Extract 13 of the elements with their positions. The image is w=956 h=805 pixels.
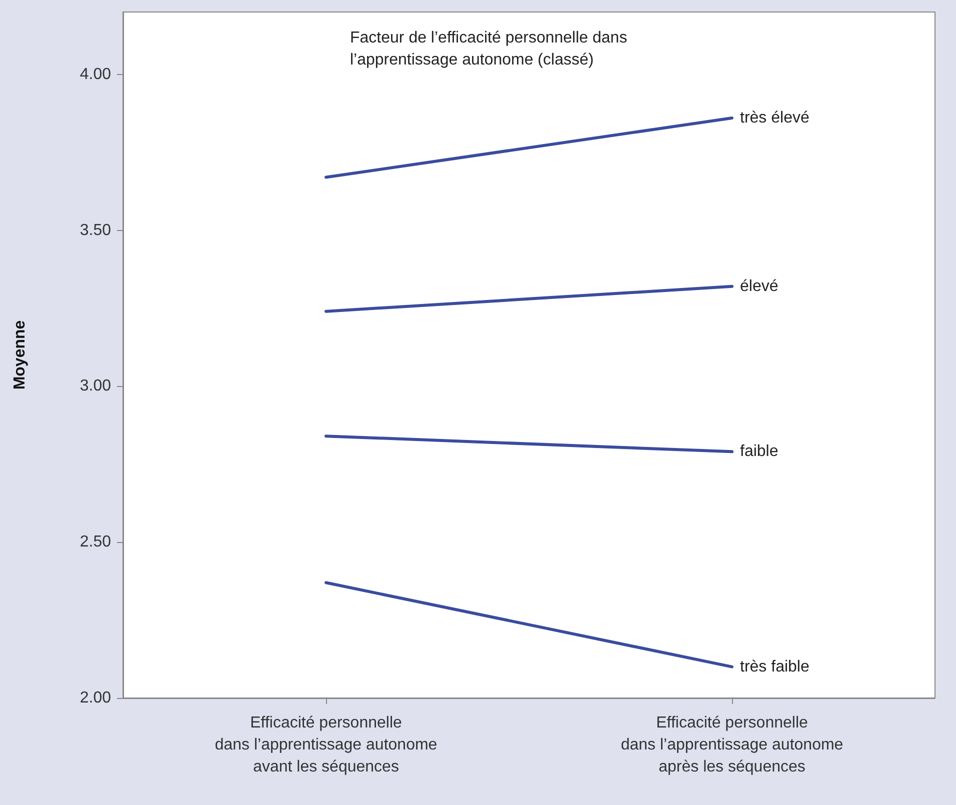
series-label: faible (740, 443, 778, 460)
y-tick-label: 2.50 (80, 534, 112, 551)
x-tick-label: Efficacité personnelle dans l’apprentissage autonome après les séquences (620, 714, 844, 776)
x-tick-label: Efficacité personnelle dans l’apprentissage autonome avant les séquences (214, 714, 438, 776)
series-label: très faible (740, 658, 810, 676)
y-axis-title: Moyenne (12, 320, 28, 390)
series-label: très élevé (740, 110, 810, 127)
y-tick-label: 2.00 (80, 690, 112, 706)
y-tick-label: 4.00 (80, 66, 112, 83)
y-tick-label: 3.50 (80, 222, 112, 239)
series-label: élevé (740, 278, 778, 295)
legend-title: Facteur de l’efficacité personnelle dans l’apprentissage autonome (classé) (350, 30, 632, 68)
y-tick-label: 3.00 (80, 378, 112, 395)
